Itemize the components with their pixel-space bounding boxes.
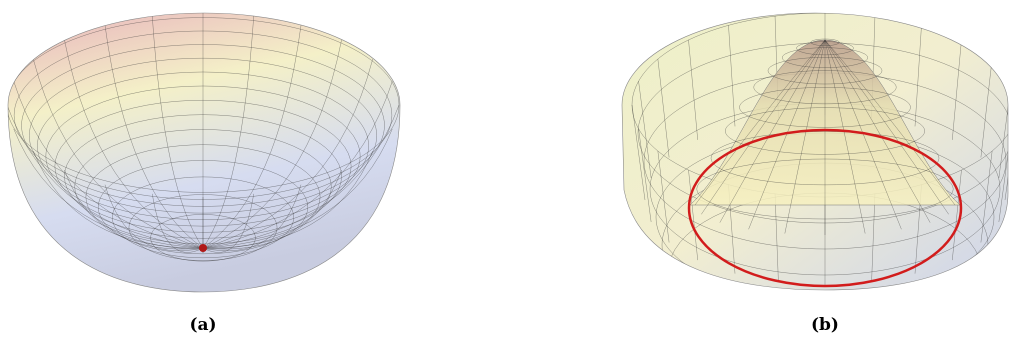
mesh-line bbox=[728, 25, 736, 127]
mesh-line bbox=[914, 25, 922, 127]
mesh-line bbox=[657, 150, 670, 243]
mesh-line bbox=[33, 150, 204, 249]
mesh-line bbox=[202, 150, 373, 249]
mesh-line bbox=[638, 128, 652, 223]
mesh-line bbox=[64, 169, 204, 250]
bowl-surface bbox=[7, 12, 401, 293]
mesh-line bbox=[824, 39, 866, 234]
mesh-line bbox=[13, 128, 204, 249]
mesh-line bbox=[998, 128, 1009, 223]
minimum-point bbox=[199, 244, 207, 252]
panel-label: (a) bbox=[189, 315, 216, 335]
mesh-line bbox=[774, 193, 779, 283]
mesh-line bbox=[202, 193, 254, 253]
mesh-line bbox=[202, 128, 393, 249]
mesh-line bbox=[202, 104, 400, 249]
mesh-line bbox=[202, 184, 302, 252]
mesh-line bbox=[33, 58, 204, 249]
minimum-circle bbox=[687, 128, 963, 288]
mesh-line bbox=[202, 58, 373, 249]
mesh-line bbox=[638, 81, 652, 179]
mesh-line bbox=[952, 170, 962, 261]
mesh-line bbox=[701, 39, 826, 215]
mesh-line bbox=[104, 184, 204, 252]
mesh-line bbox=[657, 58, 670, 158]
mesh-line bbox=[748, 39, 826, 230]
mesh-line bbox=[998, 81, 1009, 179]
mesh-line bbox=[8, 104, 204, 249]
mesh-line bbox=[871, 193, 876, 283]
mesh-line bbox=[980, 58, 993, 158]
mesh-line bbox=[694, 39, 826, 206]
mesh-line bbox=[952, 39, 962, 140]
mesh-line bbox=[688, 170, 698, 261]
mesh-line bbox=[202, 16, 254, 249]
mesh-line bbox=[152, 16, 204, 249]
mesh-line bbox=[784, 39, 826, 234]
mesh-line bbox=[64, 39, 204, 249]
mesh-line bbox=[980, 150, 993, 243]
mesh-line bbox=[104, 25, 204, 249]
hat-surface bbox=[621, 12, 1009, 291]
mesh-line bbox=[1004, 104, 1009, 201]
panel-label: (b) bbox=[811, 315, 839, 335]
mesh-line bbox=[824, 39, 902, 230]
mesh-line bbox=[202, 169, 342, 250]
mesh-line bbox=[688, 39, 698, 140]
mesh-line bbox=[631, 104, 646, 201]
mesh-line bbox=[824, 39, 956, 206]
mesh-line bbox=[13, 81, 204, 249]
mesh-line bbox=[719, 39, 826, 223]
mesh-line bbox=[202, 39, 342, 249]
mesh-line bbox=[152, 193, 204, 253]
mesh-line bbox=[202, 25, 302, 249]
mesh-line bbox=[824, 39, 949, 215]
mesh-line bbox=[824, 39, 931, 223]
mesh-line bbox=[202, 81, 393, 249]
